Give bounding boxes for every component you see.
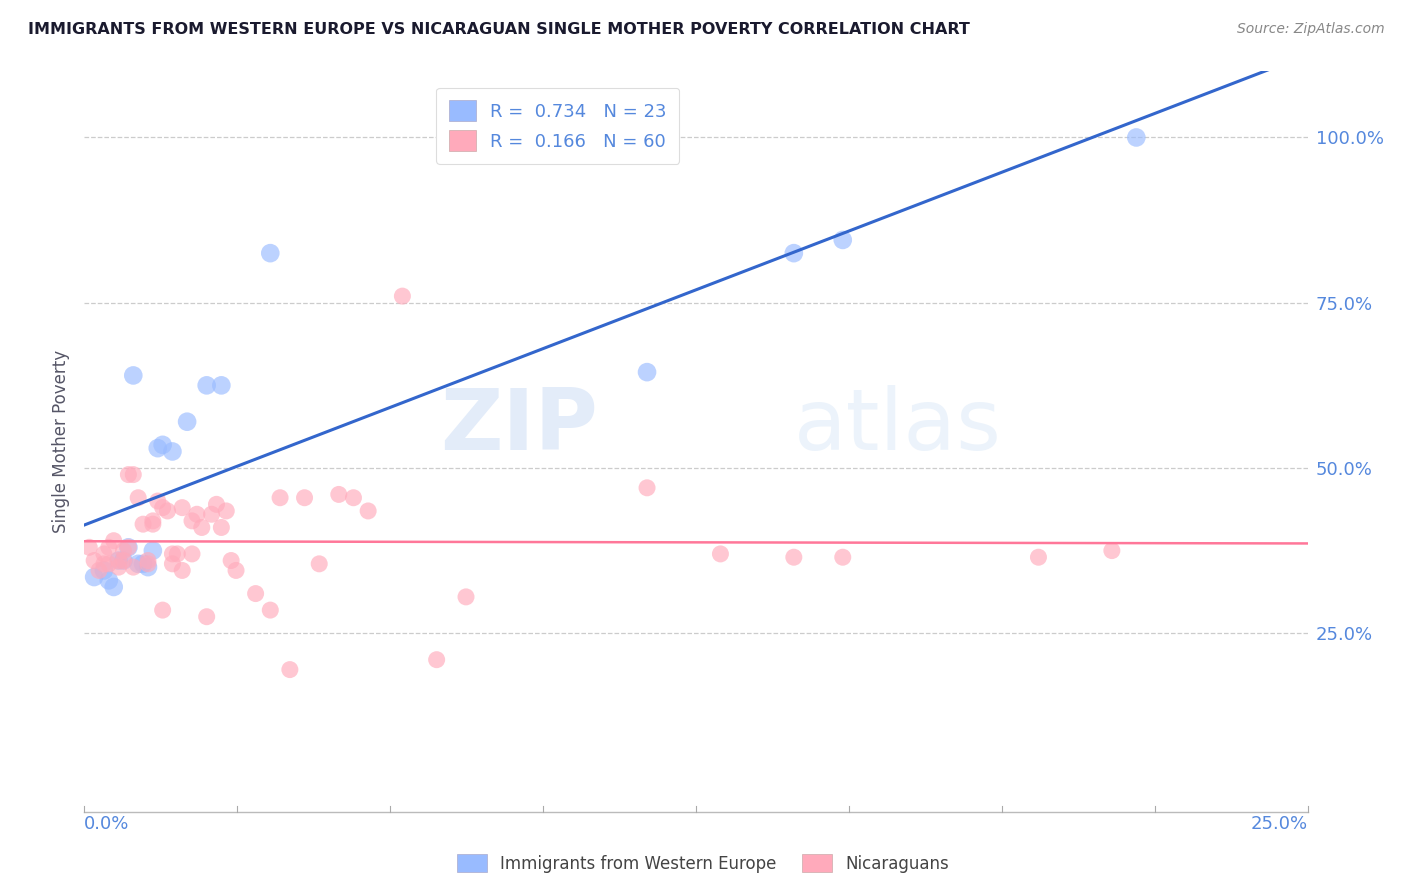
Point [156, 504, 179, 518]
Point [176, 415, 198, 429]
Text: IMMIGRANTS FROM WESTERN EUROPE VS NICARAGUAN SINGLE MOTHER POVERTY CORRELATION C: IMMIGRANTS FROM WESTERN EUROPE VS NICARA… [28, 22, 970, 37]
Point [142, 517, 165, 532]
Point [136, 560, 159, 574]
Point [122, 560, 145, 574]
Point [831, 233, 853, 247]
Point [259, 603, 281, 617]
Point [209, 378, 232, 392]
Point [97, 557, 120, 571]
Point [172, 564, 194, 578]
Point [191, 520, 214, 534]
Point [454, 590, 477, 604]
Point [831, 550, 853, 565]
Text: ZIP: ZIP [440, 385, 598, 468]
Point [112, 543, 135, 558]
Point [136, 557, 159, 571]
Point [122, 467, 145, 482]
Point [107, 553, 129, 567]
Y-axis label: Single Mother Poverty: Single Mother Poverty [52, 350, 70, 533]
Point [195, 609, 218, 624]
Point [636, 481, 658, 495]
Point [103, 580, 125, 594]
Point [152, 603, 174, 617]
Point [205, 497, 228, 511]
Point [93, 564, 115, 578]
Point [146, 441, 169, 455]
Point [127, 557, 149, 571]
Point [357, 504, 380, 518]
Point [107, 560, 129, 574]
Text: 0.0%: 0.0% [84, 815, 129, 833]
Point [97, 541, 120, 555]
Point [391, 289, 413, 303]
Point [328, 487, 350, 501]
Point [278, 663, 301, 677]
Point [294, 491, 316, 505]
Point [83, 570, 105, 584]
Point [219, 553, 242, 567]
Point [1028, 550, 1050, 565]
Point [636, 365, 658, 379]
Point [209, 520, 232, 534]
Point [186, 508, 208, 522]
Point [77, 541, 100, 555]
Point [136, 553, 159, 567]
Point [93, 547, 115, 561]
Point [93, 557, 115, 571]
Point [132, 517, 155, 532]
Point [709, 547, 731, 561]
Point [172, 500, 194, 515]
Point [162, 547, 184, 561]
Point [152, 438, 174, 452]
Legend: Immigrants from Western Europe, Nicaraguans: Immigrants from Western Europe, Nicaragu… [450, 847, 956, 880]
Point [783, 246, 806, 260]
Point [1101, 543, 1123, 558]
Point [97, 574, 120, 588]
Point [142, 514, 165, 528]
Point [200, 508, 222, 522]
Point [117, 467, 139, 482]
Point [117, 541, 139, 555]
Point [87, 564, 110, 578]
Text: 25.0%: 25.0% [1250, 815, 1308, 833]
Point [245, 586, 267, 600]
Text: atlas: atlas [794, 385, 1002, 468]
Point [162, 557, 184, 571]
Point [195, 378, 218, 392]
Point [107, 553, 129, 567]
Point [112, 553, 135, 567]
Point [215, 504, 238, 518]
Point [103, 533, 125, 548]
Point [181, 547, 204, 561]
Legend: R =  0.734   N = 23, R =  0.166   N = 60: R = 0.734 N = 23, R = 0.166 N = 60 [436, 87, 679, 164]
Point [146, 494, 169, 508]
Point [152, 500, 174, 515]
Point [162, 444, 184, 458]
Point [259, 246, 281, 260]
Point [225, 564, 247, 578]
Point [112, 553, 135, 567]
Point [166, 547, 188, 561]
Point [181, 514, 204, 528]
Point [142, 543, 165, 558]
Point [127, 491, 149, 505]
Text: Source: ZipAtlas.com: Source: ZipAtlas.com [1237, 22, 1385, 37]
Point [308, 557, 330, 571]
Point [426, 653, 449, 667]
Point [269, 491, 291, 505]
Point [83, 553, 105, 567]
Point [783, 550, 806, 565]
Point [132, 557, 155, 571]
Point [122, 368, 145, 383]
Point [117, 541, 139, 555]
Point [1125, 130, 1147, 145]
Point [342, 491, 364, 505]
